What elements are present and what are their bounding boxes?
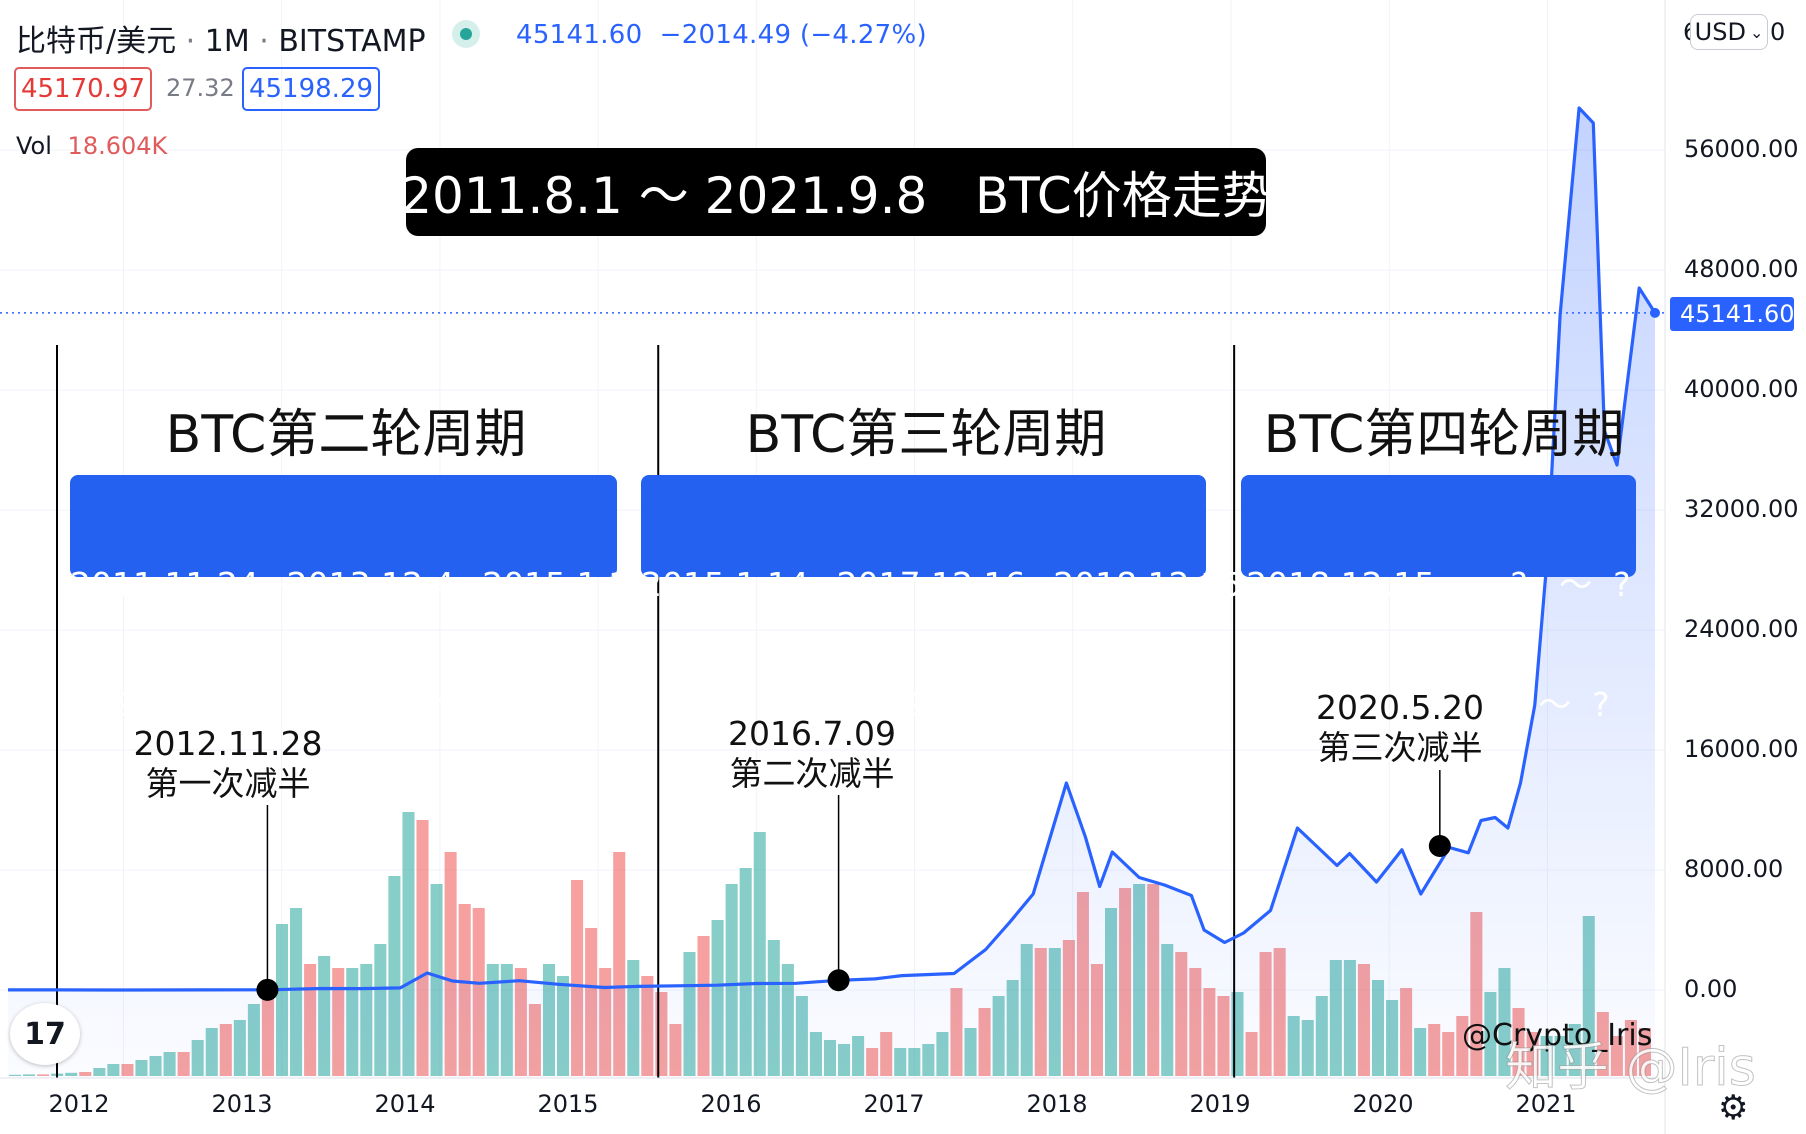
halving-point <box>256 978 279 1001</box>
price-change: −2014.49 <box>659 20 792 50</box>
cycle-2-prices: $2.3 ～ $1134 ～ $170 <box>90 685 597 724</box>
price-axis-tick: 16000.00 <box>1684 735 1799 763</box>
cycle-2-box: 2011.11.24~2013.12.4~2015.1.14 $2.3 ～ $1… <box>70 475 650 724</box>
buy-button[interactable]: 45198.29 <box>242 67 380 111</box>
volume-label: Vol <box>16 132 52 160</box>
cycle-4-prices: $3167 ～ ? ～ ? <box>1267 685 1610 724</box>
price-axis-tick: 32000.00 <box>1684 495 1799 523</box>
halving-markers <box>256 770 1451 1001</box>
cycle-4-box: 2018.12.15 ～ ? ～ ? $3167 ～ ? ～ ? <box>1241 475 1636 724</box>
symbol-name: 比特币/美元 <box>16 24 177 59</box>
spread-value: 27.32 <box>166 74 235 102</box>
price-axis-tick: 8000.00 <box>1684 855 1784 883</box>
volume-legend[interactable]: Vol 18.604K <box>16 132 167 160</box>
cycle-4-title: BTC第四轮周期 <box>1263 405 1625 465</box>
time-axis-tick: 2016 <box>700 1090 762 1118</box>
price-axis-tick: 40000.00 <box>1684 375 1799 403</box>
price-change-pct: (−4.27%) <box>799 20 927 50</box>
price-axis-tick: 56000.00 <box>1684 135 1799 163</box>
price-axis-tick: 0.00 <box>1684 975 1738 1003</box>
halving-1-label: 2012.11.28 第一次减半 <box>128 724 328 804</box>
sell-button[interactable]: 45170.97 <box>14 67 152 111</box>
cycle-3-dates: 2015.1.14~2017.12.16~2018.12.15 <box>641 565 1243 604</box>
cycle-2-title: BTC第二轮周期 <box>165 405 527 465</box>
last-price-dot <box>1650 307 1660 318</box>
price-area-fill <box>8 108 1655 1078</box>
halving-2-text: 第二次减半 <box>729 754 895 793</box>
price-line <box>8 106 1657 992</box>
market-status-icon[interactable] <box>452 20 480 48</box>
halving-1-text: 第一次减半 <box>145 764 311 803</box>
halving-3-text: 第三次减半 <box>1317 728 1483 767</box>
price-axis-tick: 48000.00 <box>1684 255 1799 283</box>
interval: 1M <box>204 24 250 59</box>
cycle-3-title: BTC第三轮周期 <box>745 405 1107 465</box>
halving-1-date: 2012.11.28 <box>133 724 323 763</box>
time-axis-tick: 2018 <box>1026 1090 1088 1118</box>
axis-top-peek-right: 0 <box>1770 18 1786 46</box>
time-axis-tick: 2021 <box>1515 1090 1577 1118</box>
halving-3-date: 2020.5.20 <box>1316 688 1484 727</box>
symbol-info[interactable]: 比特币/美元 · 1M · BITSTAMP <box>16 24 426 59</box>
exchange: BITSTAMP <box>278 24 426 59</box>
halving-2-label: 2016.7.09 第二次减半 <box>712 714 912 794</box>
gear-icon[interactable]: ⚙ <box>1718 1088 1749 1128</box>
cycle-3-box: 2015.1.14~2017.12.16~2018.12.15 $170 ～ $… <box>641 475 1242 724</box>
tradingview-logo-icon[interactable]: 17 <box>10 1003 80 1065</box>
last-price-tag: 45141.60 <box>1670 297 1795 331</box>
halving-3-label: 2020.5.20 第三次减半 <box>1300 688 1500 768</box>
time-axis-tick: 2017 <box>863 1090 925 1118</box>
time-axis-tick: 2013 <box>211 1090 273 1118</box>
watermark-site: 知乎 @Iris <box>1505 1038 1757 1099</box>
cycle-4-dates: 2018.12.15 ～ ? ～ ? <box>1246 565 1631 604</box>
watermark-handle: @Crypto_Iris <box>1462 1018 1653 1053</box>
currency-button[interactable]: USD ⌄ <box>1690 14 1768 50</box>
time-axis-tick: 2019 <box>1189 1090 1251 1118</box>
time-axis-tick: 2012 <box>48 1090 110 1118</box>
time-axis-tick: 2014 <box>374 1090 436 1118</box>
price-axis-tick: 24000.00 <box>1684 615 1799 643</box>
halving-2-date: 2016.7.09 <box>728 714 896 753</box>
chevron-down-icon: ⌄ <box>1749 22 1764 42</box>
halving-point <box>1428 835 1451 857</box>
chart-title: 2011.8.1 ～ 2021.9.8 BTC价格走势 <box>400 148 1272 236</box>
cycle-3-prices: $170 ～ $19220 ～ $3167 <box>659 685 1188 724</box>
last-price: 45141.60 <box>516 20 643 50</box>
halving-point <box>827 969 850 992</box>
volume-value: 18.604K <box>67 132 168 160</box>
price-change-line: 45141.60 −2014.49 (−4.27%) <box>516 20 927 50</box>
time-axis-tick: 2015 <box>537 1090 599 1118</box>
currency-label: USD <box>1694 18 1746 46</box>
cycle-2-dates: 2011.11.24~2013.12.4~2015.1.14 <box>70 565 651 604</box>
time-axis-tick: 2020 <box>1352 1090 1414 1118</box>
